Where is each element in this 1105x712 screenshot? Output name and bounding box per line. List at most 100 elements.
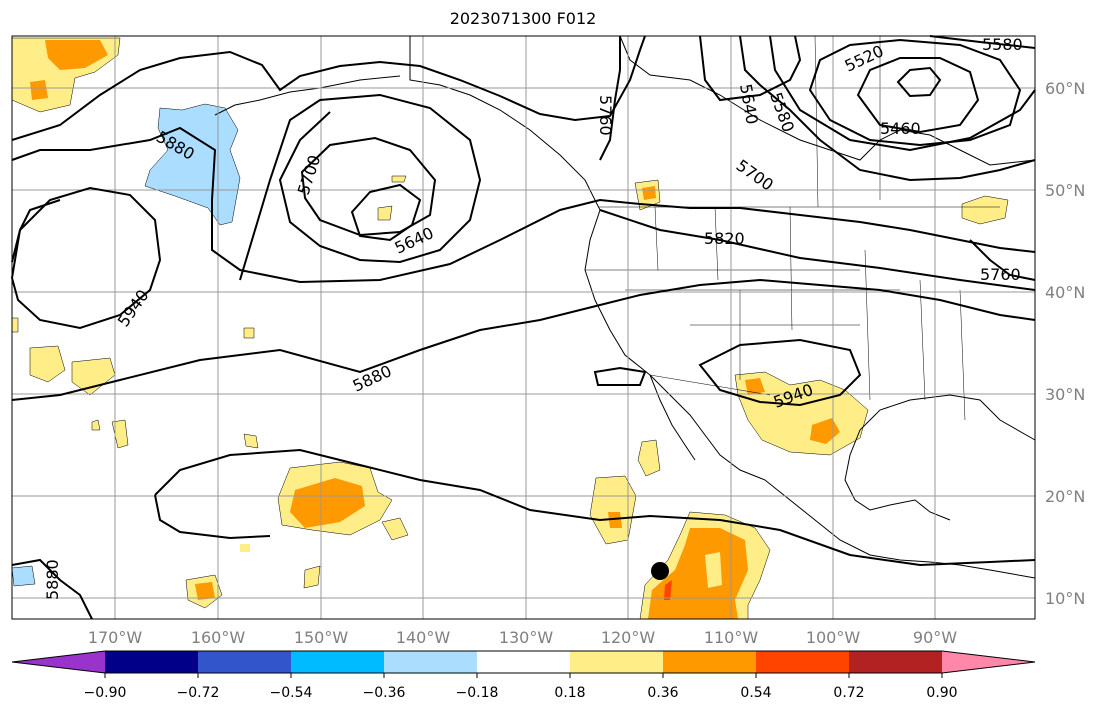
- colorbar-tick-label: −0.72: [177, 685, 220, 701]
- lat-label: 50°N: [1045, 181, 1085, 200]
- contour-line: [856, 57, 980, 134]
- state-border: [919, 279, 926, 401]
- colorbar-segment: [384, 651, 477, 673]
- contour-line: [11, 199, 61, 263]
- positive-anomaly-area: [303, 565, 321, 589]
- lon-label: 120°W: [601, 628, 656, 647]
- lon-label: 90°W: [913, 628, 957, 647]
- positive-anomaly-area: [45, 40, 108, 70]
- contour-line: [808, 38, 1022, 147]
- colorbar-tick-label: 0.72: [833, 685, 864, 701]
- colorbar-segment: [756, 651, 849, 673]
- state-border: [789, 206, 793, 331]
- baja-coastline: [649, 374, 696, 461]
- contour-line: [10, 186, 162, 330]
- lat-axis-labels: 60°N 50°N 40°N 30°N 20°N 10°N: [1045, 79, 1085, 608]
- positive-anomaly-area: [377, 205, 393, 221]
- contour-line: [11, 278, 1036, 401]
- lat-label: 30°N: [1045, 385, 1085, 404]
- positive-anomaly-area: [195, 582, 215, 600]
- contour-line: [154, 494, 271, 540]
- contour-line: [11, 35, 646, 141]
- colorbar-segment: [570, 651, 663, 673]
- positive-anomaly-area: [391, 175, 407, 183]
- contour-line: [769, 35, 1036, 152]
- lon-label: 170°W: [88, 628, 143, 647]
- colorbar-segment: [477, 651, 570, 673]
- contour-layer: [10, 35, 1036, 620]
- contour-label: 5880: [43, 559, 62, 600]
- positive-anomaly-area: [705, 552, 722, 588]
- positive-anomaly-area: [29, 345, 66, 383]
- state-border: [654, 206, 659, 271]
- lon-label: 110°W: [704, 628, 759, 647]
- negative-anomaly-area: [11, 565, 36, 587]
- lat-label: 10°N: [1045, 589, 1085, 608]
- contour-line: [599, 209, 1036, 291]
- state-border: [714, 206, 719, 281]
- lat-label: 20°N: [1045, 487, 1085, 506]
- positive-anomaly-area: [243, 327, 255, 339]
- contour-line: [593, 366, 647, 386]
- colorbar-tick-label: −0.18: [456, 685, 499, 701]
- lon-axis-labels: 170°W 160°W 150°W 140°W 130°W 120°W 110°…: [88, 628, 957, 647]
- lat-label: 60°N: [1045, 79, 1085, 98]
- lon-label: 160°W: [191, 628, 246, 647]
- colorbar-segment: [105, 651, 198, 673]
- contour-line: [698, 338, 862, 407]
- contour-label: 5820: [704, 229, 745, 248]
- contour-line: [11, 126, 1036, 284]
- colorbar-tick-label: −0.36: [363, 685, 406, 701]
- state-border: [814, 35, 819, 208]
- contour-line: [896, 66, 942, 98]
- lon-label: 130°W: [499, 628, 554, 647]
- colorbar-tick-label: −0.54: [270, 685, 313, 701]
- gridlines: [12, 36, 1035, 619]
- positive-anomaly-area: [961, 195, 1009, 225]
- gulf-coastline: [844, 394, 1036, 521]
- map-frame: [11, 35, 1036, 620]
- positive-anomaly-area: [642, 186, 656, 200]
- positive-anomaly-area: [11, 317, 19, 333]
- state-border: [864, 249, 871, 401]
- colorbar-tick-label: 0.36: [647, 685, 678, 701]
- colorbar-segment: [849, 651, 942, 673]
- storm-marker: [651, 562, 669, 580]
- contour-line: [969, 239, 1036, 281]
- map-title: 2023071300 F012: [449, 9, 597, 28]
- contour-label: 5580: [982, 35, 1023, 54]
- positive-anomaly-area: [30, 80, 48, 100]
- contour-line: [350, 183, 422, 242]
- positive-anomaly-area: [381, 517, 409, 541]
- coastline-layer: [214, 35, 1036, 579]
- contour-label: 5460: [880, 119, 921, 138]
- negative-anomaly-area: [144, 103, 241, 226]
- contour-line: [11, 558, 93, 620]
- contour-line: [929, 35, 1036, 49]
- positive-anomaly-area: [637, 439, 661, 477]
- colorbar-segment: [942, 651, 1035, 673]
- lon-label: 100°W: [806, 628, 861, 647]
- colorbar-segment: [198, 651, 291, 673]
- us-mexico-border: [649, 374, 771, 396]
- positive-anomaly-area: [648, 528, 748, 619]
- contour-line: [300, 136, 437, 237]
- north-america-coastline: [409, 36, 1036, 579]
- lat-label: 40°N: [1045, 283, 1085, 302]
- positive-anomaly-area: [745, 378, 765, 395]
- contour-label: 5760: [596, 95, 615, 136]
- colorbar-segment: [291, 651, 384, 673]
- colorbar: [11, 650, 1036, 674]
- colorbar-tick-labels: −0.90 −0.72 −0.54 −0.36 −0.18 0.18 0.36 0.54 0.7…: [84, 673, 958, 701]
- contour-line: [599, 36, 621, 161]
- positive-anomaly-area: [240, 544, 250, 552]
- colorbar-tick-label: 0.18: [554, 685, 585, 701]
- colorbar-tick-label: 0.54: [740, 685, 771, 701]
- aleutian-islands: [214, 75, 401, 116]
- contour-line: [739, 35, 1036, 182]
- shading-layer: [11, 37, 1009, 620]
- colorbar-tick-label: −0.90: [84, 685, 127, 701]
- contour-line: [239, 93, 482, 281]
- contour-line: [699, 35, 802, 102]
